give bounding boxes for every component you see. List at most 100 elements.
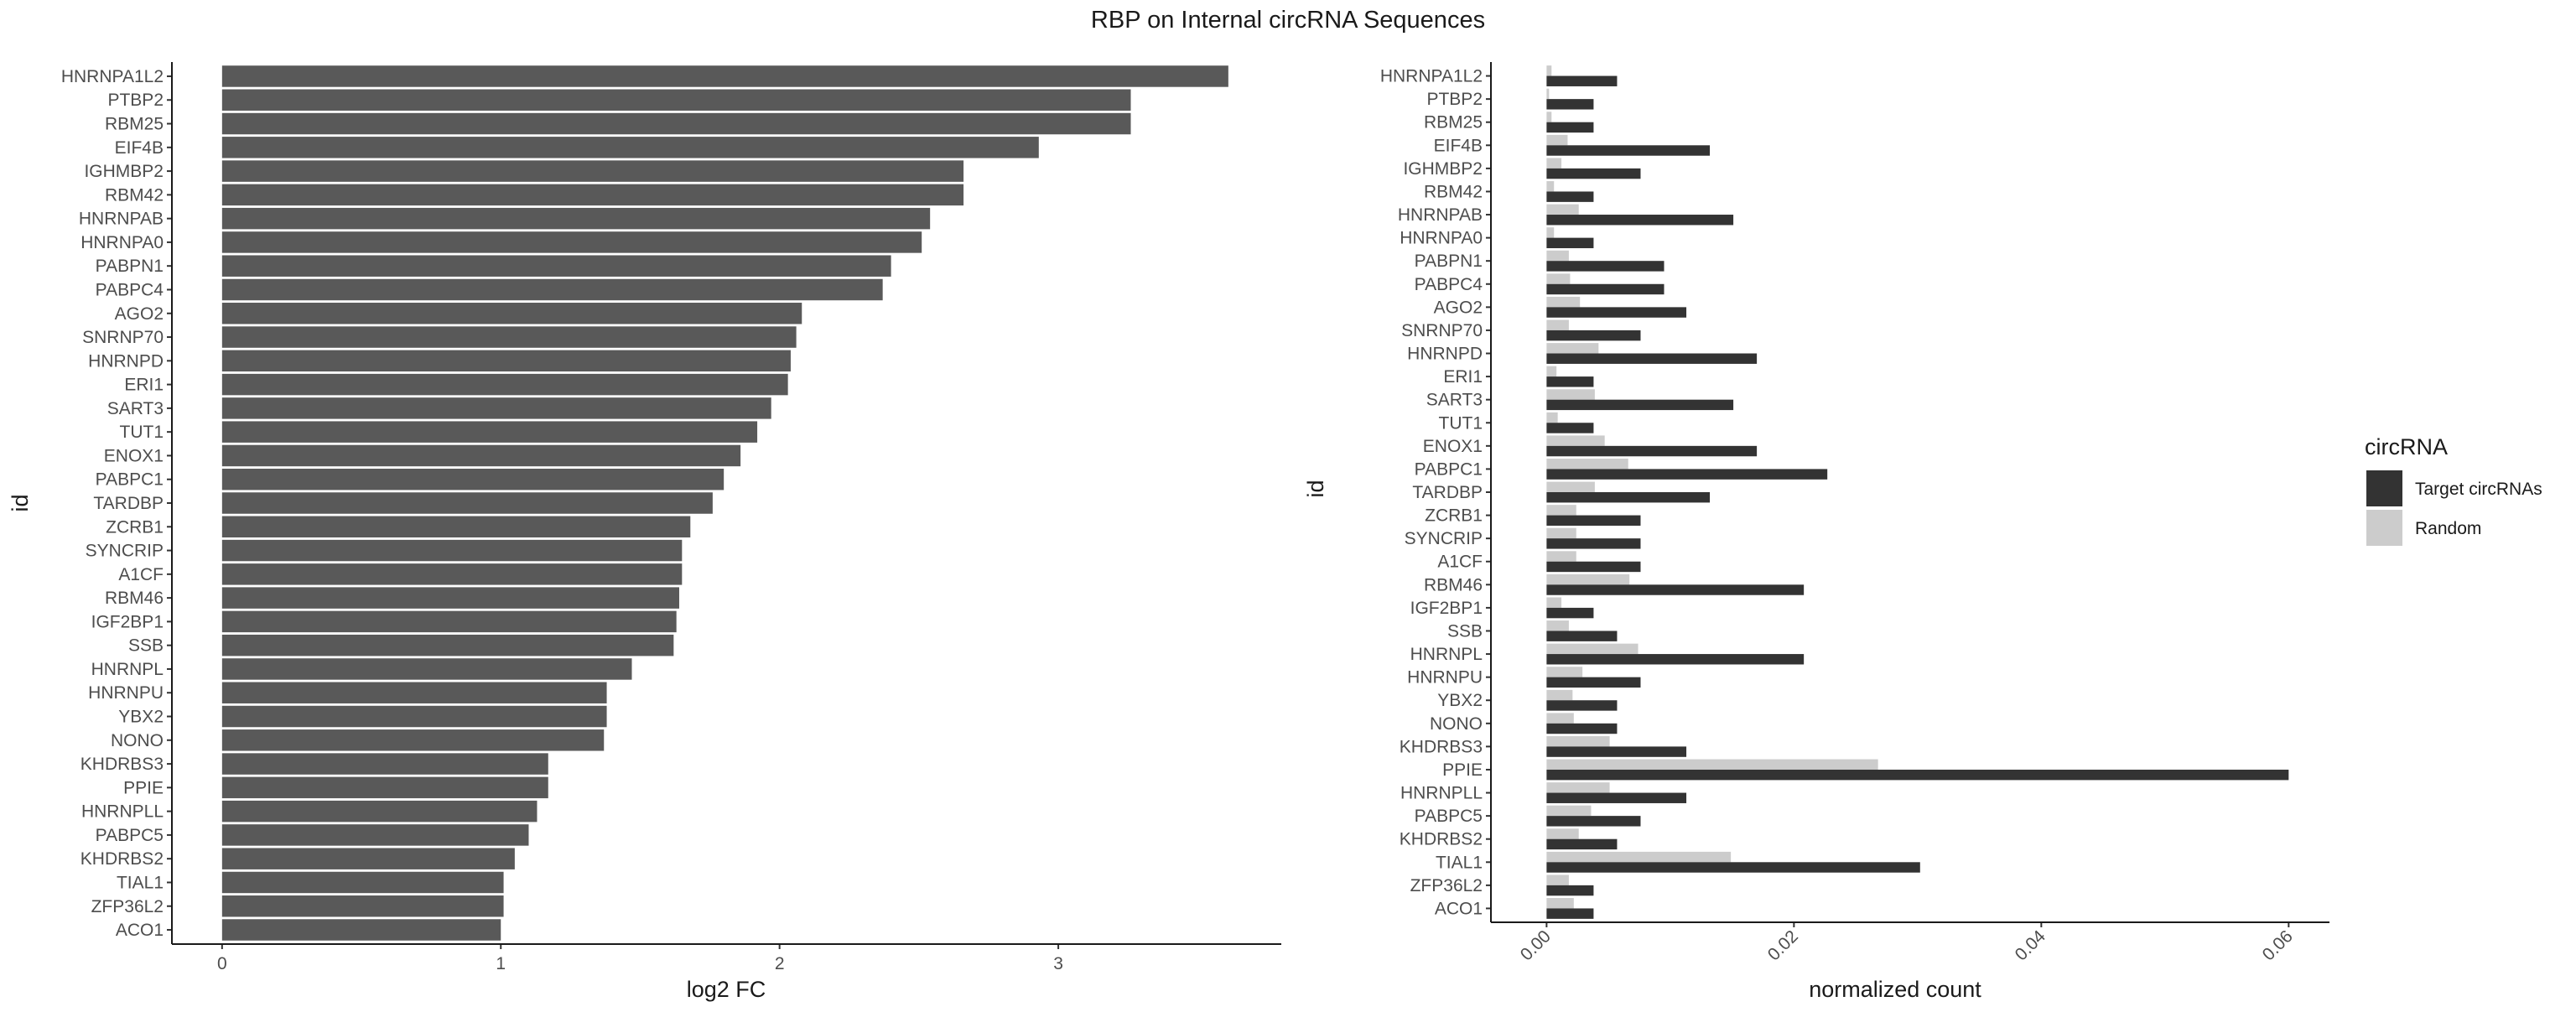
bar-random-pabpc1	[1546, 459, 1628, 470]
bar-target-ago2	[1546, 307, 1687, 318]
y-tick-label-ssb: SSB	[128, 636, 164, 656]
bar-tut1	[221, 421, 758, 443]
y-tick-label-a1cf: A1CF	[118, 565, 164, 584]
y-tick-label-rbm42: RBM42	[1424, 182, 1483, 201]
bar-igf2bp1	[221, 610, 677, 633]
y-tick-label-a1cf: A1CF	[1437, 553, 1483, 572]
bar-random-igf2bp1	[1546, 597, 1562, 608]
bar-random-nono	[1546, 713, 1574, 724]
bar-random-enox1	[1546, 435, 1605, 446]
panel-log2fc: HNRNPA1L2 PTBP2 RBM25 EIF4B IGHMBP2 RBM42 HNRN…	[8, 62, 1281, 1002]
x-tick-label-0: 0	[217, 954, 227, 973]
bar-random-zcrb1	[1546, 505, 1576, 516]
y-tick-label-hnrnpa0: HNRNPA0	[1400, 229, 1483, 248]
y-tick-label-ybx2: YBX2	[118, 708, 164, 727]
y-tick-label-hnrnpa0: HNRNPA0	[80, 233, 164, 252]
y-tick-label-zfp36l2: ZFP36L2	[1410, 876, 1483, 895]
y-tick-label-hnrnpll: HNRNPLL	[1400, 784, 1483, 803]
y-tick-label-hnrnpll: HNRNPLL	[81, 802, 164, 822]
bar-target-khdrbs2	[1546, 838, 1618, 850]
bar-target-zfp36l2	[1546, 885, 1594, 896]
y-tick-label-nono: NONO	[111, 731, 164, 750]
bar-pabpc5	[221, 824, 529, 846]
bar-ssb	[221, 634, 674, 657]
bar-hnrnpu	[221, 682, 607, 703]
bar-a1cf	[221, 563, 683, 585]
y-tick-label-hnrnpl: HNRNPL	[1410, 645, 1483, 664]
y-tick-label-ighmbp2: IGHMBP2	[1403, 159, 1483, 179]
bar-enox1	[221, 444, 741, 467]
y-tick-label-snrnp70: SNRNP70	[82, 328, 164, 347]
y-tick-label-ptbp2: PTBP2	[107, 91, 164, 110]
bar-hnrnpab	[221, 207, 931, 230]
bar-random-rbm42	[1546, 181, 1555, 192]
y-tick-label-rbm46: RBM46	[1424, 575, 1483, 594]
bar-ppie	[221, 776, 548, 799]
bar-target-hnrnpab	[1546, 215, 1734, 226]
y-tick-label-rbm42: RBM42	[105, 185, 164, 205]
bar-random-hnrnpl	[1546, 643, 1639, 655]
y-tick-label-rbm25: RBM25	[105, 115, 164, 134]
y-tick-label-tut1: TUT1	[120, 423, 164, 442]
y-tick-label-pabpn1: PABPN1	[1415, 252, 1483, 271]
bar-pabpn1	[221, 255, 891, 277]
y-tick-label-ptbp2: PTBP2	[1426, 90, 1483, 109]
bar-hnrnpll	[221, 800, 538, 823]
bar-random-rbm46	[1546, 573, 1630, 585]
bar-syncrip	[221, 539, 683, 562]
bar-target-pabpn1	[1546, 261, 1665, 272]
y-tick-label-aco1: ACO1	[116, 921, 164, 940]
bar-target-zcrb1	[1546, 515, 1641, 526]
y-tick-label-hnrnpa1l2: HNRNPA1L2	[61, 67, 164, 86]
bar-target-khdrbs3	[1546, 746, 1687, 757]
normalized-count-category-labels: HNRNPA1L2 PTBP2 RBM25 EIF4B IGHMBP2 RBM42 HNRN…	[1380, 67, 1491, 918]
bar-target-tardbp	[1546, 492, 1711, 503]
y-tick-label-ago2: AGO2	[1434, 298, 1483, 317]
bar-target-eif4b	[1546, 145, 1711, 156]
bar-target-enox1	[1546, 445, 1758, 457]
y-tick-label-hnrnpd: HNRNPD	[1407, 345, 1483, 364]
bar-random-aco1	[1546, 898, 1574, 909]
y-tick-label-pabpc1: PABPC1	[96, 470, 164, 490]
y-tick-label-hnrnpab: HNRNPAB	[79, 210, 164, 229]
legend-key-random	[2366, 510, 2402, 546]
bar-target-ybx2	[1546, 700, 1618, 711]
panel-normalized-count: HNRNPA1L2 PTBP2 RBM25 EIF4B IGHMBP2 RBM42 HNRN…	[1303, 62, 2329, 1002]
normalized-count-x-axis-title: normalized count	[1809, 977, 1981, 1002]
bar-rbm25	[221, 112, 1131, 135]
y-tick-label-eif4b: EIF4B	[1434, 136, 1483, 155]
bar-random-khdrbs3	[1546, 735, 1610, 747]
bar-target-hnrnpd	[1546, 353, 1758, 364]
bar-target-sart3	[1546, 399, 1734, 411]
y-tick-label-enox1: ENOX1	[104, 446, 164, 465]
y-tick-label-pabpc1: PABPC1	[1415, 459, 1483, 479]
bar-random-eri1	[1546, 366, 1557, 377]
normalized-count-y-axis-title: id	[1303, 480, 1328, 497]
x-tick-label-2: 2	[775, 954, 785, 973]
bar-target-snrnp70	[1546, 330, 1641, 341]
y-tick-label-sart3: SART3	[107, 399, 164, 418]
bar-random-a1cf	[1546, 551, 1576, 562]
bar-hnrnpd	[221, 350, 791, 372]
bar-target-rbm25	[1546, 122, 1594, 133]
bar-random-pabpn1	[1546, 250, 1569, 262]
y-tick-label-rbm25: RBM25	[1424, 113, 1483, 132]
y-tick-label-zcrb1: ZCRB1	[106, 517, 164, 537]
bar-target-tut1	[1546, 423, 1594, 433]
bar-random-hnrnpd	[1546, 343, 1599, 354]
y-tick-label-hnrnpa1l2: HNRNPA1L2	[1380, 67, 1483, 86]
y-tick-label-pabpc4: PABPC4	[96, 280, 164, 299]
bar-target-nono	[1546, 723, 1618, 734]
bar-random-hnrnpa1l2	[1546, 65, 1552, 76]
bar-target-ighmbp2	[1546, 168, 1641, 179]
bar-sart3	[221, 397, 771, 419]
x-tick-label-0: 0.00	[1517, 926, 1555, 964]
bar-tardbp	[221, 492, 713, 514]
y-tick-label-hnrnpl: HNRNPL	[91, 660, 164, 679]
bar-target-pabpc4	[1546, 283, 1665, 295]
bar-random-ptbp2	[1546, 88, 1550, 100]
bar-random-ssb	[1546, 620, 1569, 631]
y-tick-label-tial1: TIAL1	[1436, 853, 1483, 872]
bar-ighmbp2	[221, 160, 964, 182]
y-tick-label-eif4b: EIF4B	[115, 138, 164, 158]
